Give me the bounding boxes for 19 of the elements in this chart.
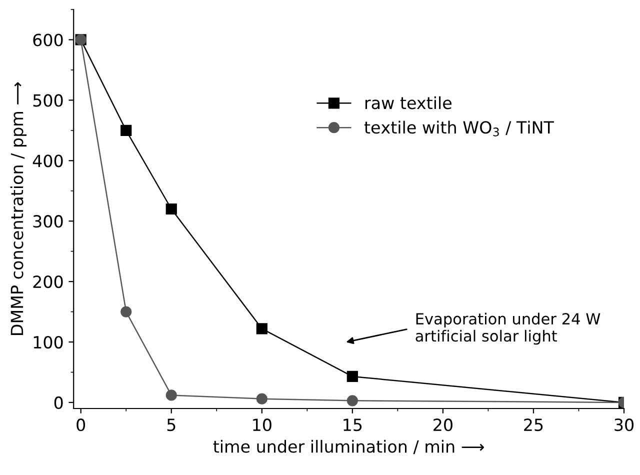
x-tick-label: 25 xyxy=(524,418,543,432)
legend-label: raw textile xyxy=(365,96,452,110)
x-tick-label: 10 xyxy=(253,418,272,432)
y-tick-label: 300 xyxy=(33,215,63,228)
x-tick-label: 20 xyxy=(434,418,452,432)
y-axis-title: DMMP concentration / ppm ⟶ xyxy=(10,82,27,335)
y-tick-label: 500 xyxy=(33,94,63,107)
y-tick-label: 200 xyxy=(33,276,63,288)
y-tick-label: 0 xyxy=(54,396,63,410)
x-tick-label: 15 xyxy=(344,418,362,432)
y-tick-label: 600 xyxy=(33,34,63,46)
x-axis-title: time under illumination / min ⟶ xyxy=(213,440,484,454)
annotation: Evaporation under 24 W artificial solar light xyxy=(416,312,600,345)
x-tick-label: 0 xyxy=(76,418,86,432)
y-tick-label: 400 xyxy=(32,154,63,168)
legend-label: textile with WO$_{3}$ / TiNT xyxy=(364,120,554,136)
y-tick-label: 100 xyxy=(34,336,63,349)
x-tick-label: 5 xyxy=(167,418,176,432)
x-tick-label: 30 xyxy=(614,418,634,432)
